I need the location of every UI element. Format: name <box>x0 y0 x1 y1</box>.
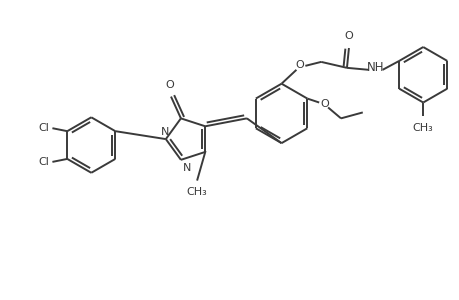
Text: O: O <box>320 100 329 110</box>
Text: Cl: Cl <box>39 157 49 167</box>
Text: O: O <box>165 80 174 90</box>
Text: O: O <box>294 60 303 70</box>
Text: N: N <box>160 127 168 137</box>
Text: CH₃: CH₃ <box>185 187 206 196</box>
Text: O: O <box>344 31 353 41</box>
Text: CH₃: CH₃ <box>412 123 433 133</box>
Text: Cl: Cl <box>39 123 49 133</box>
Text: N: N <box>183 163 191 173</box>
Text: NH: NH <box>366 61 384 74</box>
